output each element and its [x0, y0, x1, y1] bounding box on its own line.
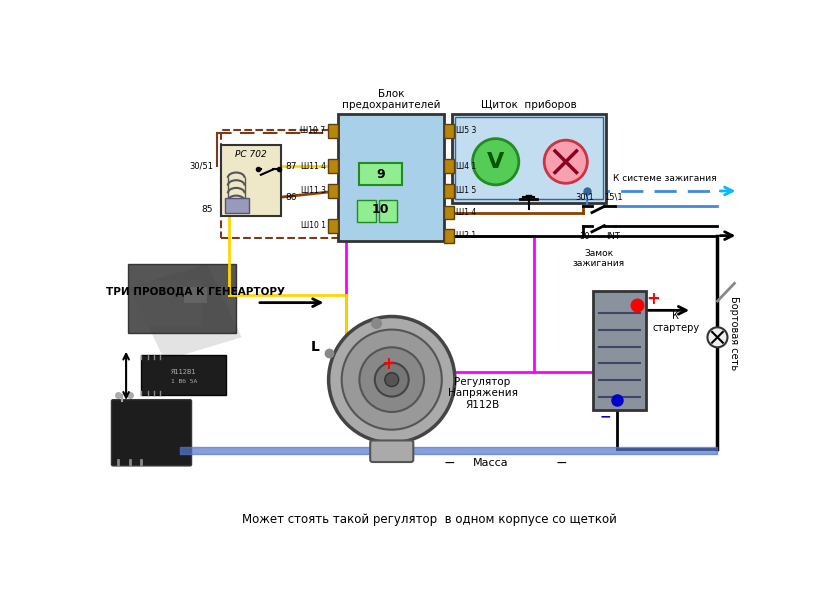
Circle shape: [375, 363, 409, 396]
Circle shape: [328, 316, 455, 443]
Text: Ш2 1: Ш2 1: [457, 231, 477, 240]
Circle shape: [473, 139, 519, 185]
Text: РС 702: РС 702: [235, 150, 266, 159]
Text: 85: 85: [201, 205, 213, 214]
Text: 30/51: 30/51: [189, 162, 214, 171]
Text: 1 Вб 5А: 1 Вб 5А: [171, 378, 197, 384]
Text: Ш1 5: Ш1 5: [457, 186, 477, 195]
Text: Ш5 3: Ш5 3: [457, 127, 477, 136]
FancyBboxPatch shape: [444, 159, 454, 173]
Text: Регулятор
Напряжения
Я112В: Регулятор Напряжения Я112В: [447, 377, 518, 410]
FancyBboxPatch shape: [328, 184, 338, 198]
FancyBboxPatch shape: [142, 355, 226, 395]
Text: Может стоять такой регулятор  в одном корпусе со щеткой: Может стоять такой регулятор в одном кор…: [242, 513, 617, 527]
FancyBboxPatch shape: [338, 114, 444, 241]
Polygon shape: [130, 264, 241, 361]
Text: ТРИ ПРОВОДА К ГЕНЕАРТОРУ: ТРИ ПРОВОДА К ГЕНЕАРТОРУ: [106, 286, 285, 296]
Text: Щиток  приборов: Щиток приборов: [481, 100, 577, 110]
FancyBboxPatch shape: [328, 159, 338, 173]
FancyBboxPatch shape: [357, 200, 375, 222]
FancyBboxPatch shape: [444, 184, 454, 198]
FancyBboxPatch shape: [328, 219, 338, 233]
Circle shape: [360, 347, 424, 412]
FancyBboxPatch shape: [220, 145, 281, 216]
Circle shape: [342, 330, 442, 430]
Text: Ш4 1: Ш4 1: [457, 162, 477, 171]
Text: К
стартеру: К стартеру: [652, 311, 699, 333]
Text: +: +: [381, 355, 395, 373]
Circle shape: [385, 373, 399, 387]
Text: 15\1: 15\1: [604, 193, 623, 202]
Text: −: −: [600, 410, 611, 424]
Circle shape: [544, 140, 587, 183]
Text: −: −: [556, 456, 567, 470]
FancyBboxPatch shape: [379, 200, 397, 222]
Text: 10: 10: [371, 203, 389, 216]
FancyBboxPatch shape: [370, 441, 413, 462]
Text: Блок
предохранителей: Блок предохранителей: [342, 88, 440, 110]
FancyBboxPatch shape: [184, 287, 207, 303]
Text: Ш1 4: Ш1 4: [457, 208, 477, 217]
FancyBboxPatch shape: [593, 291, 646, 411]
Text: V: V: [487, 152, 504, 172]
Text: Ш11 3: Ш11 3: [301, 186, 325, 195]
Text: К системе зажигания: К системе зажигания: [613, 174, 716, 183]
FancyBboxPatch shape: [452, 114, 606, 202]
Text: Масса: Масса: [473, 458, 508, 468]
FancyBboxPatch shape: [444, 124, 454, 138]
FancyBboxPatch shape: [328, 124, 338, 138]
FancyBboxPatch shape: [360, 163, 401, 185]
Text: Ш10 7: Ш10 7: [300, 127, 325, 136]
Text: L: L: [310, 340, 319, 354]
Circle shape: [707, 327, 727, 347]
Text: 87: 87: [286, 162, 297, 171]
Text: Я112В1: Я112В1: [171, 369, 197, 375]
FancyBboxPatch shape: [444, 205, 454, 220]
Text: 30\1: 30\1: [576, 193, 594, 202]
Text: Бортовая сеть: Бортовая сеть: [729, 296, 739, 371]
Text: 86: 86: [286, 193, 297, 202]
Text: +: +: [646, 290, 660, 308]
FancyBboxPatch shape: [111, 399, 192, 466]
Text: −: −: [443, 456, 455, 470]
Text: Замок
зажигания: Замок зажигания: [573, 249, 625, 268]
Text: INT: INT: [607, 232, 620, 241]
FancyBboxPatch shape: [128, 264, 236, 334]
Text: Ш10 1: Ш10 1: [301, 221, 325, 230]
Text: 9: 9: [376, 168, 385, 180]
Text: Ш11 4: Ш11 4: [301, 162, 325, 171]
FancyBboxPatch shape: [444, 229, 454, 242]
Text: 30: 30: [580, 232, 590, 241]
FancyBboxPatch shape: [225, 198, 249, 213]
FancyBboxPatch shape: [136, 279, 202, 326]
